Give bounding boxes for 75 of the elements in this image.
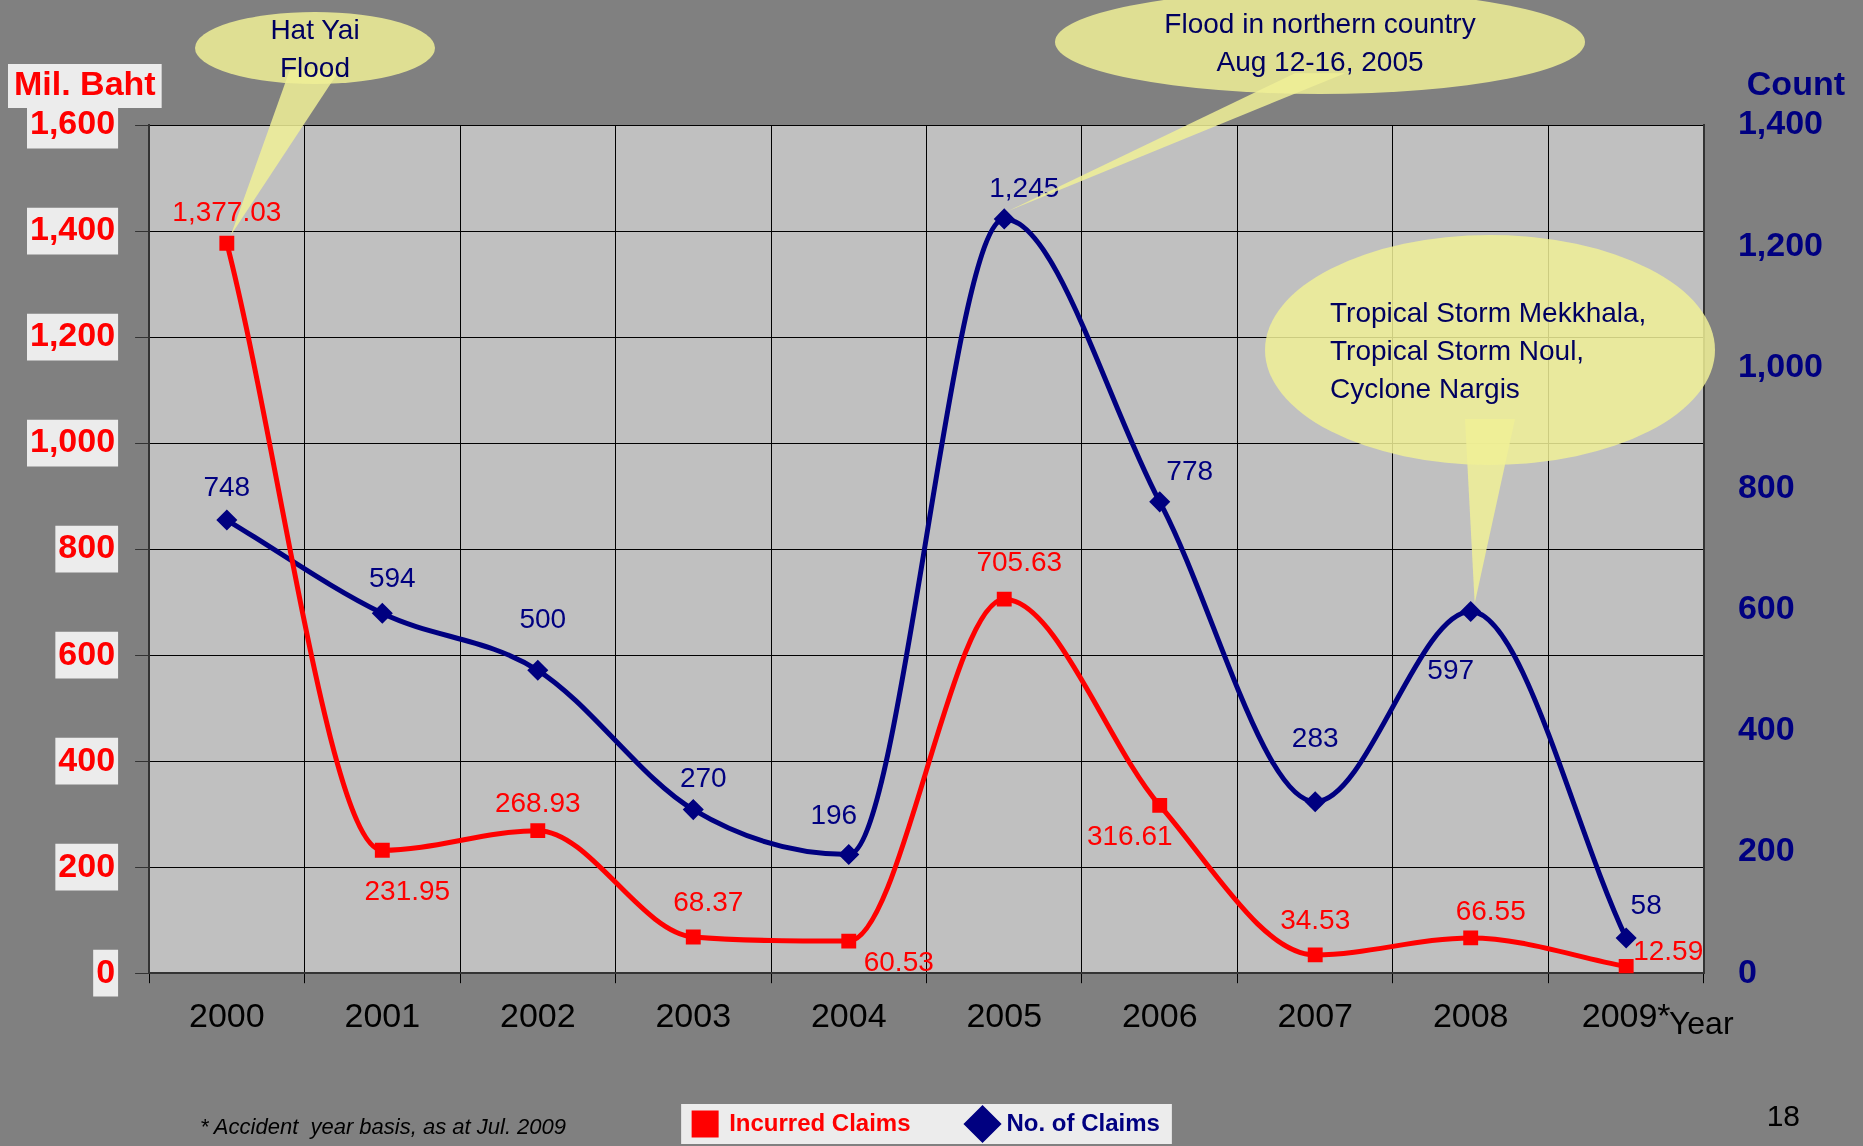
point [217,510,237,530]
x-tick-label: 2003 [655,995,732,1034]
y2-tick-label: 1,200 [1737,224,1824,263]
point [1307,947,1323,963]
data-label: 594 [368,562,416,594]
point [683,800,703,820]
x-tick-label: 2004 [810,995,887,1034]
data-label: 58 [1630,888,1662,920]
point [374,842,390,858]
point [530,823,546,839]
text: 18 [1766,1099,1800,1133]
y-tick-label: 1,200 [29,315,116,354]
data-label: 270 [679,762,727,794]
point [1463,930,1479,946]
text: * Accident year basis, as at Jul. 2009 [200,1114,567,1140]
point [1618,959,1634,974]
x-tick-label: 2008 [1432,995,1509,1034]
data-label: 34.53 [1280,903,1351,935]
y2-tick-label: 1,000 [1737,345,1824,384]
data-label: 778 [1166,454,1214,486]
point [219,235,235,251]
y2-tick-label: 1,400 [1737,103,1824,142]
point [839,844,859,864]
data-label: 500 [519,602,567,634]
y2-tick-label: 0 [1737,951,1757,990]
annotation: Tropical Storm Mekkhala, Tropical Storm Noul, Cyclone Nargis [1330,297,1647,404]
point [372,603,392,623]
data-label: 597 [1427,654,1475,686]
point [994,209,1014,229]
point [996,591,1012,607]
y-tick-label: 200 [58,845,116,884]
data-label: 12.59 [1633,935,1704,967]
legend-label: No. of Claims [1006,1108,1160,1136]
y2-tick-label: 600 [1737,588,1795,627]
x-tick-label: 2000 [189,995,265,1034]
data-label: 748 [203,470,251,502]
y2-tick-label: 400 [1737,709,1795,748]
point [528,660,548,680]
x-tick-label: 2005 [966,995,1043,1034]
x-tick-label: 2009* [1581,995,1671,1034]
data-label: 66.55 [1455,894,1526,926]
point [1150,492,1170,512]
y-tick-label: 1,600 [29,103,116,142]
data-label: 316.61 [1086,820,1173,852]
data-label: 196 [810,799,858,831]
data-label: 705.63 [976,545,1063,577]
point [1461,602,1481,621]
data-label: 283 [1291,722,1339,754]
y-tick-label: 400 [58,739,116,778]
y2-tick-label: 200 [1737,830,1795,869]
legend-label: Incurred Claims [729,1108,911,1136]
point [685,929,701,945]
point [841,933,857,949]
x-tick-label: 2001 [344,995,421,1034]
y-tick-label: 1,000 [29,421,116,460]
point [1616,928,1636,948]
y2-tick-label: 800 [1737,466,1795,505]
data-label: 68.37 [673,885,744,917]
data-label: 1,377.03 [172,195,282,227]
y-tick-label: 600 [58,633,116,672]
y-axis-title: Mil. Baht [14,64,156,103]
y2-axis-title: Count [1746,64,1845,103]
point [1305,792,1325,812]
data-label: 231.95 [364,874,451,906]
y-tick-label: 1,400 [29,209,116,248]
data-label: 1,245 [989,171,1060,203]
data-label: 268.93 [494,787,581,819]
x-tick-label: 2002 [499,995,576,1034]
x-tick-label: 2007 [1277,995,1354,1034]
point [1152,797,1168,813]
x-tick-label: 2006 [1121,995,1198,1034]
y-tick-label: 0 [96,951,116,990]
text: Hat Yai Flood [270,14,360,83]
text: Flood in northern country Aug 12-16, 2005 [1164,8,1476,77]
y-tick-label: 800 [58,527,116,566]
